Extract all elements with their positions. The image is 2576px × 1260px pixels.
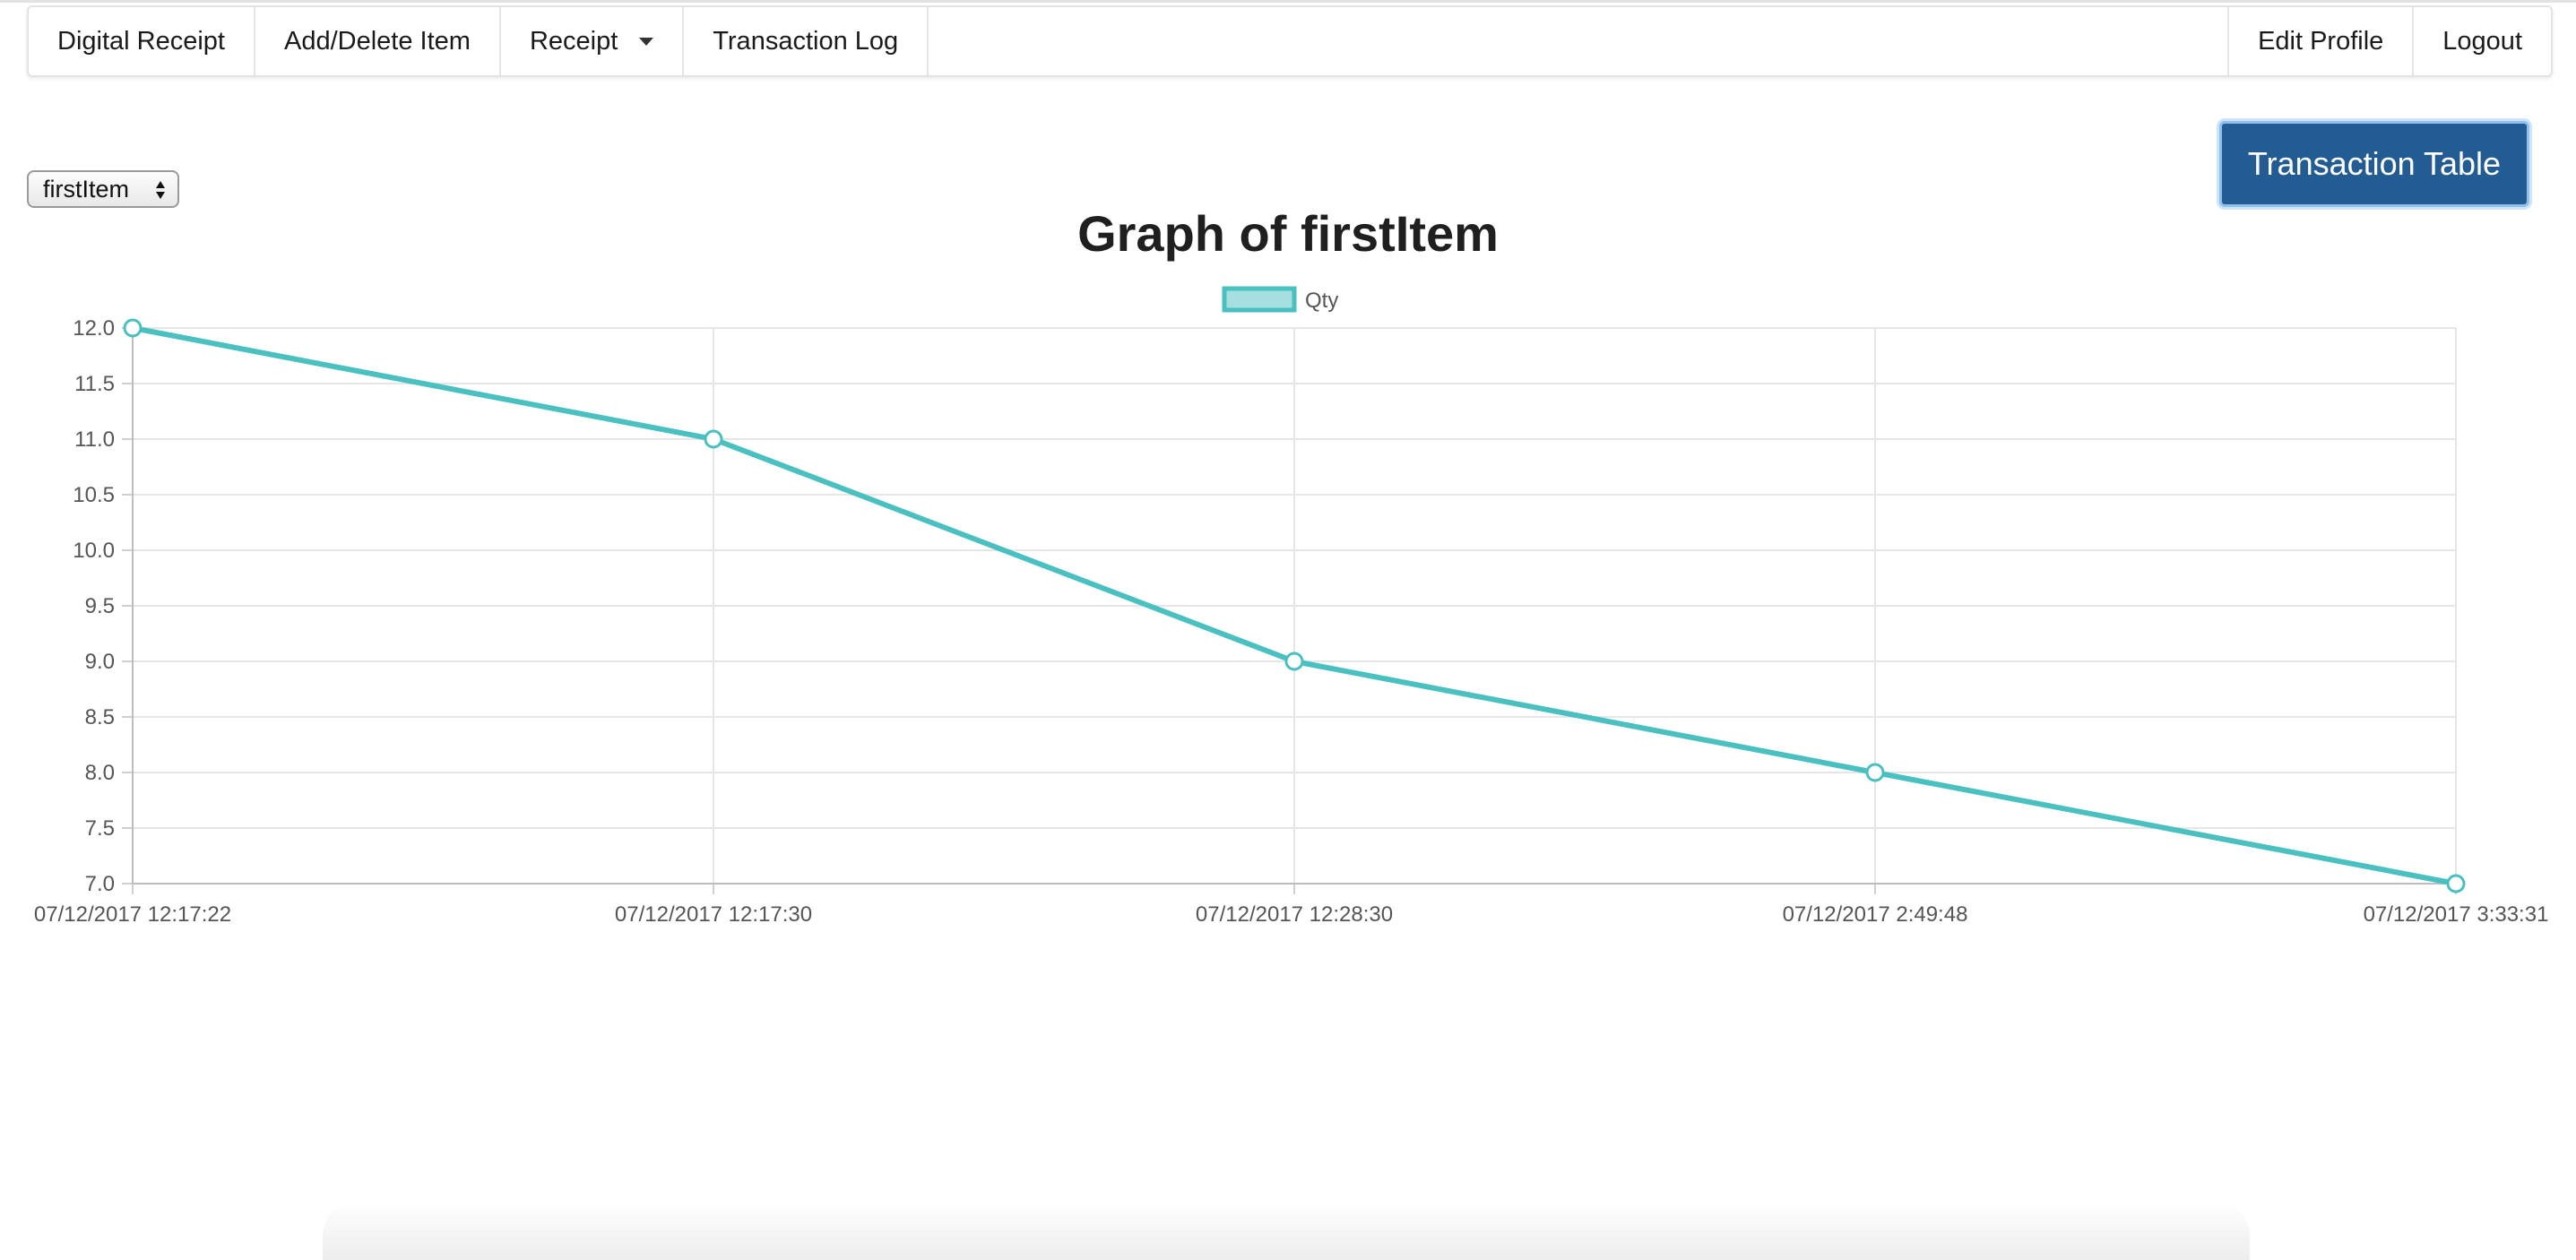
nav-transaction-log-label: Transaction Log <box>713 26 899 56</box>
item-select[interactable]: firstItem <box>27 170 180 208</box>
nav-receipt-dropdown[interactable]: Receipt <box>501 7 685 75</box>
select-arrows-icon <box>156 181 166 199</box>
legend-label: Qty <box>1305 289 1338 313</box>
top-navbar: Digital Receipt Add/Delete Item Receipt Tra… <box>27 5 2553 77</box>
navbar-left-group: Digital Receipt Add/Delete Item Receipt Tra… <box>29 7 929 75</box>
item-select-value: firstItem <box>43 176 130 203</box>
y-tick-label: 8.5 <box>85 705 115 729</box>
nav-edit-profile[interactable]: Edit Profile <box>2227 7 2412 75</box>
y-tick-label: 10.0 <box>73 539 115 563</box>
y-tick-label: 9.5 <box>85 594 115 618</box>
y-tick-label: 11.0 <box>74 427 115 452</box>
y-tick-label: 8.0 <box>85 761 115 785</box>
nav-transaction-log[interactable]: Transaction Log <box>684 7 929 75</box>
x-tick-label: 07/12/2017 12:17:30 <box>615 902 812 927</box>
chart-grid <box>132 327 2457 885</box>
chart-series <box>123 318 2466 893</box>
x-tick-label: 07/12/2017 12:28:30 <box>1196 902 1393 927</box>
chart-title: Graph of firstItem <box>1077 205 1499 262</box>
data-point[interactable] <box>123 318 143 338</box>
data-point[interactable] <box>2446 874 2466 893</box>
nav-digital-receipt[interactable]: Digital Receipt <box>29 7 255 75</box>
chart-axes: 12.0 11.5 11.0 10.5 10.0 9.5 9.0 8.5 8.0 7.5 7.0 07… <box>34 316 2549 927</box>
y-tick-label: 7.0 <box>85 872 115 896</box>
data-point[interactable] <box>704 429 723 449</box>
x-tick-label: 07/12/2017 3:33:31 <box>2364 902 2549 927</box>
nav-receipt-dropdown-label: Receipt <box>529 26 618 56</box>
chart-legend: Qty <box>1222 286 1338 313</box>
nav-logout-label: Logout <box>2442 26 2522 56</box>
x-tick-label: 07/12/2017 2:49:48 <box>1783 902 1968 927</box>
y-tick-label: 12.0 <box>73 316 115 341</box>
navbar-right-group: Edit Profile Logout <box>2227 7 2551 75</box>
caret-down-icon <box>639 37 654 46</box>
window-top-border <box>0 0 2576 3</box>
nav-digital-receipt-label: Digital Receipt <box>57 26 225 56</box>
nav-add-delete-item[interactable]: Add/Delete Item <box>255 7 501 75</box>
y-tick-label: 9.0 <box>85 650 115 674</box>
data-point[interactable] <box>1865 763 1885 782</box>
y-tick-label: 7.5 <box>85 816 115 841</box>
legend-swatch <box>1222 286 1297 313</box>
nav-logout[interactable]: Logout <box>2412 7 2551 75</box>
y-tick-label: 10.5 <box>73 483 115 507</box>
y-tick-label: 11.5 <box>74 372 115 396</box>
transaction-table-button[interactable]: Transaction Table <box>2219 121 2529 207</box>
nav-edit-profile-label: Edit Profile <box>2258 26 2384 56</box>
x-tick-label: 07/12/2017 12:17:22 <box>34 902 231 927</box>
data-point[interactable] <box>1284 652 1304 671</box>
bottom-shadow <box>323 1201 2250 1260</box>
nav-add-delete-item-label: Add/Delete Item <box>283 26 471 56</box>
